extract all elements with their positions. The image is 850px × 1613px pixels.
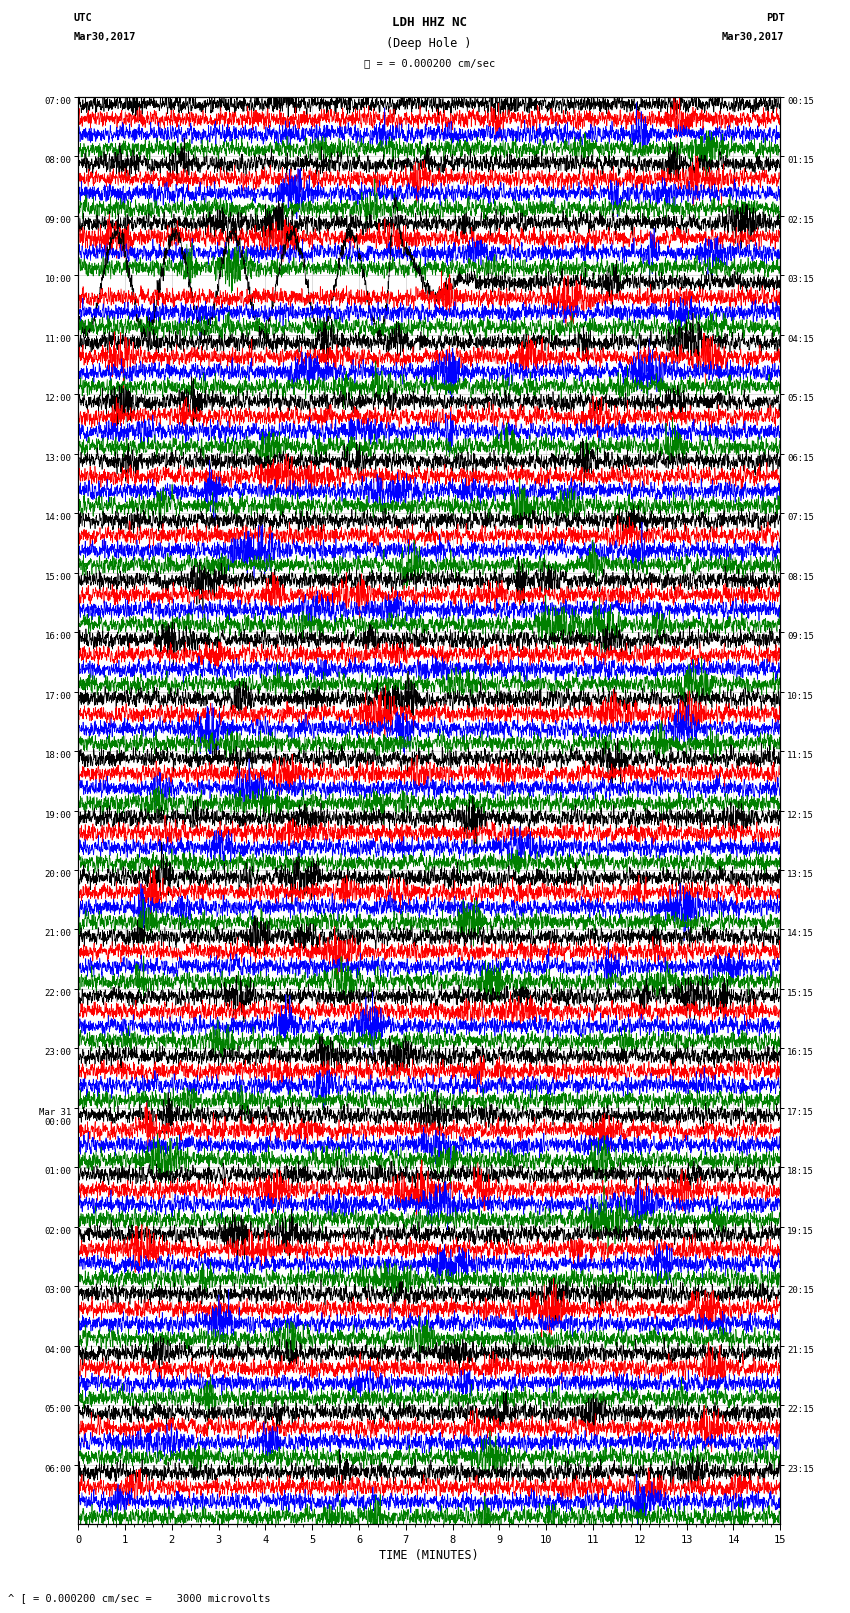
Text: ⎯ = = 0.000200 cm/sec: ⎯ = = 0.000200 cm/sec <box>364 58 495 68</box>
Text: Mar30,2017: Mar30,2017 <box>722 32 785 42</box>
Text: Mar30,2017: Mar30,2017 <box>74 32 137 42</box>
Text: (Deep Hole ): (Deep Hole ) <box>387 37 472 50</box>
Text: UTC: UTC <box>74 13 93 23</box>
X-axis label: TIME (MINUTES): TIME (MINUTES) <box>379 1548 479 1561</box>
Text: PDT: PDT <box>766 13 785 23</box>
Text: ^ [ = 0.000200 cm/sec =    3000 microvolts: ^ [ = 0.000200 cm/sec = 3000 microvolts <box>8 1594 271 1603</box>
Text: LDH HHZ NC: LDH HHZ NC <box>392 16 467 29</box>
